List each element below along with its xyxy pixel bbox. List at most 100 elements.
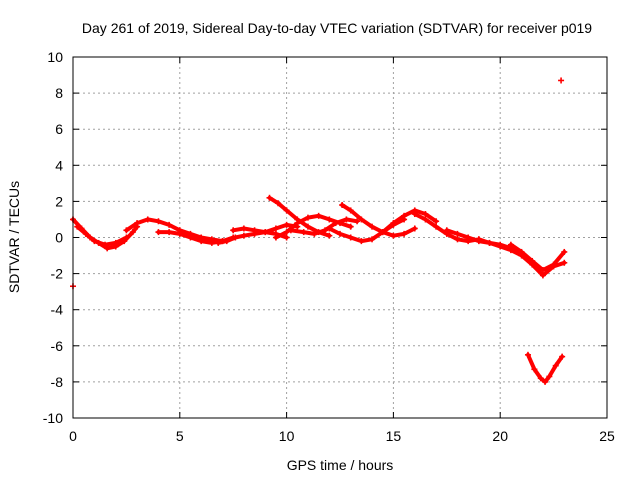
data-point bbox=[539, 272, 546, 279]
data-point bbox=[187, 234, 194, 241]
y-tick-label: -2 bbox=[51, 266, 64, 282]
y-tick-label: -8 bbox=[51, 374, 64, 390]
data-point bbox=[546, 373, 553, 380]
y-tick-label: 8 bbox=[55, 85, 63, 101]
y-tick-label: -6 bbox=[51, 338, 64, 354]
data-point bbox=[507, 241, 514, 248]
y-tick-label: 10 bbox=[47, 49, 63, 65]
data-point bbox=[166, 229, 173, 236]
data-point bbox=[347, 223, 354, 230]
data-point bbox=[358, 216, 365, 223]
data-point bbox=[561, 259, 568, 266]
data-point bbox=[123, 227, 130, 234]
data-point bbox=[283, 221, 290, 228]
data-point bbox=[369, 223, 376, 230]
data-point bbox=[390, 220, 397, 227]
data-point bbox=[326, 232, 333, 239]
data-point bbox=[433, 223, 440, 230]
data-point bbox=[524, 351, 531, 358]
data-point bbox=[240, 225, 247, 232]
data-point bbox=[300, 229, 307, 236]
data-point bbox=[337, 230, 343, 237]
data-point bbox=[559, 353, 566, 360]
data-point bbox=[390, 232, 397, 239]
data-layer bbox=[70, 77, 568, 385]
data-point bbox=[507, 247, 514, 254]
data-point bbox=[123, 234, 130, 241]
data-point bbox=[343, 216, 350, 223]
y-tick-label: 4 bbox=[55, 157, 63, 173]
data-point bbox=[232, 234, 239, 241]
data-point bbox=[251, 227, 258, 234]
data-point bbox=[422, 211, 429, 218]
data-point bbox=[537, 375, 544, 382]
series-trace-arc-p bbox=[508, 242, 567, 272]
data-point bbox=[369, 236, 376, 243]
x-tick-label: 0 bbox=[69, 428, 77, 444]
data-point bbox=[558, 77, 565, 84]
data-point bbox=[91, 238, 98, 245]
data-point bbox=[198, 238, 205, 245]
x-axis-label: GPS time / hours bbox=[287, 457, 394, 473]
data-point bbox=[497, 243, 504, 250]
data-point bbox=[550, 261, 557, 268]
data-point bbox=[176, 230, 183, 237]
grid-layer bbox=[73, 57, 607, 418]
data-point bbox=[322, 227, 329, 234]
data-point bbox=[155, 229, 162, 236]
data-point bbox=[144, 216, 151, 223]
data-point bbox=[465, 234, 472, 241]
data-point bbox=[411, 225, 418, 232]
x-tick-label: 5 bbox=[176, 428, 184, 444]
chart-title: Day 261 of 2019, Sidereal Day-to-day VTE… bbox=[82, 20, 592, 36]
data-point bbox=[326, 225, 333, 232]
data-point bbox=[552, 362, 559, 369]
y-tick-label: -10 bbox=[43, 410, 63, 426]
data-point bbox=[347, 207, 354, 214]
data-point bbox=[283, 229, 290, 236]
data-point bbox=[358, 238, 365, 245]
y-axis-label: SDTVAR / TECUs bbox=[6, 181, 22, 293]
data-point bbox=[74, 223, 81, 230]
data-point bbox=[443, 227, 450, 234]
data-point bbox=[266, 194, 273, 201]
y-tick-label: 0 bbox=[55, 230, 63, 246]
data-point bbox=[82, 230, 89, 237]
data-point bbox=[422, 216, 429, 223]
y-tick-label: -4 bbox=[51, 302, 64, 318]
data-point bbox=[332, 220, 339, 227]
x-tick-label: 25 bbox=[599, 428, 615, 444]
data-point bbox=[561, 248, 568, 255]
data-point bbox=[401, 212, 408, 219]
data-point bbox=[433, 218, 440, 225]
data-point bbox=[272, 225, 279, 232]
data-point bbox=[166, 221, 173, 228]
data-point bbox=[129, 229, 136, 236]
data-point bbox=[529, 257, 536, 264]
data-point bbox=[112, 239, 119, 246]
data-point bbox=[411, 211, 418, 218]
data-point bbox=[531, 366, 538, 373]
data-point bbox=[240, 232, 247, 239]
data-point bbox=[354, 218, 361, 225]
data-point bbox=[275, 200, 282, 207]
data-point bbox=[486, 239, 493, 246]
y-tick-label: 2 bbox=[55, 193, 63, 209]
series-trace-arc-c bbox=[124, 217, 225, 244]
data-point bbox=[542, 378, 549, 385]
data-point bbox=[304, 214, 311, 221]
data-point bbox=[326, 216, 333, 223]
data-point bbox=[347, 234, 354, 241]
data-point bbox=[518, 248, 525, 255]
data-point bbox=[262, 229, 269, 236]
data-point bbox=[311, 230, 318, 237]
data-point bbox=[134, 220, 141, 227]
data-point bbox=[155, 218, 162, 225]
series-trace-arc-l bbox=[380, 208, 439, 235]
x-tick-label: 10 bbox=[279, 428, 295, 444]
data-point bbox=[215, 239, 222, 246]
data-point bbox=[208, 239, 215, 246]
tick-layer: 0 5 10 15 20 25 -10 -8 -6 -4 -2 0 2 4 6 8 10 bbox=[43, 49, 615, 444]
data-point bbox=[102, 241, 109, 248]
